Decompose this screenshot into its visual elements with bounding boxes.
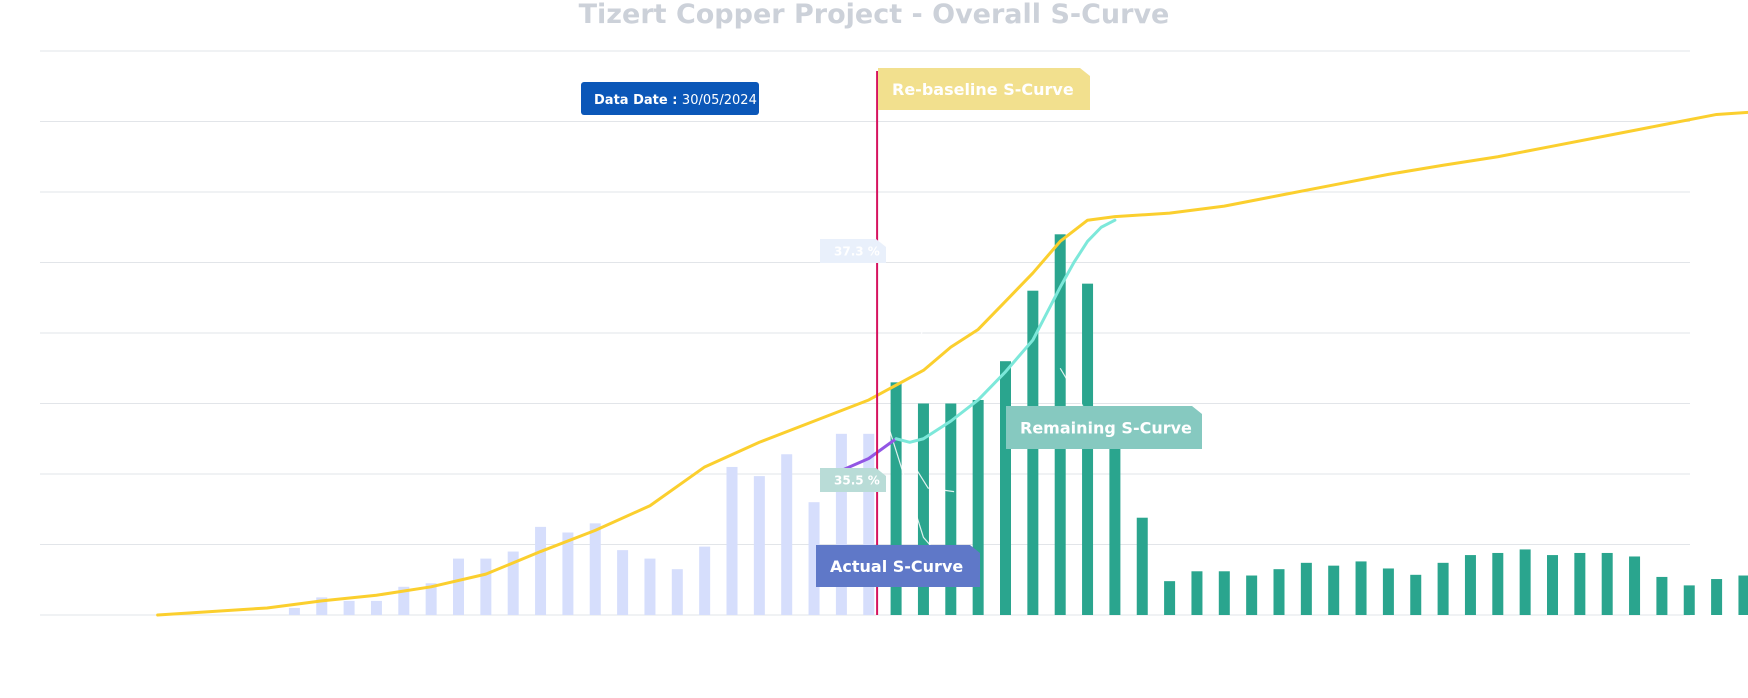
remaining-bar	[1519, 549, 1531, 615]
actual-bar	[781, 454, 793, 615]
actual-bar	[453, 558, 464, 615]
remaining-bar	[1382, 568, 1394, 615]
pct-top-label-box	[820, 239, 886, 263]
actual-bar	[343, 600, 355, 615]
remaining-label-text: Remaining S-Curve	[1020, 418, 1192, 437]
remaining-bar	[972, 399, 984, 615]
remaining-bar	[1629, 556, 1641, 615]
remaining-bar	[945, 403, 957, 615]
remaining-bar	[1218, 571, 1230, 615]
remaining-bar	[1683, 585, 1695, 615]
remaining-bar	[917, 403, 929, 615]
remaining-bar	[1300, 562, 1312, 615]
actual-bar	[753, 476, 765, 615]
remaining-bar	[1136, 517, 1148, 615]
remaining-bar	[1328, 565, 1340, 615]
actual-bar	[288, 607, 300, 615]
rebaseline-label-box	[878, 68, 1090, 110]
pct-bottom-label-box	[820, 468, 886, 492]
remaining-bar	[1191, 571, 1203, 615]
actual-bar	[863, 433, 875, 615]
remaining-bar	[1027, 290, 1039, 615]
remaining-bar	[1082, 283, 1094, 615]
actual-bar	[699, 546, 711, 615]
remaining-bar	[1547, 555, 1558, 615]
remaining-bar	[1711, 579, 1723, 615]
data-date-box	[581, 82, 759, 115]
callout-labels: Re-baseline S-Curve Remaining S-Curve Actu…	[816, 68, 1202, 587]
actual-bar	[370, 600, 382, 615]
remaining-bar	[1246, 575, 1258, 615]
remaining-bar	[1000, 361, 1011, 615]
remaining-bar	[1738, 575, 1748, 615]
remaining-label-box	[1006, 406, 1202, 449]
actual-bar	[835, 433, 847, 615]
rebaseline-s-curve-line	[156, 110, 1748, 617]
remaining-bar	[1273, 569, 1285, 615]
leader-line	[905, 318, 955, 383]
pct-top-label-text: 37.3 %	[834, 244, 880, 258]
remaining-bar	[1656, 576, 1668, 615]
data-date-value: 30/05/2024	[682, 93, 757, 108]
actual-label-box	[816, 545, 980, 587]
remaining-bar	[1601, 552, 1613, 615]
rebaseline-label-text: Re-baseline S-Curve	[892, 80, 1074, 99]
remaining-bar	[1164, 581, 1176, 615]
actual-bar	[480, 558, 492, 615]
s-curve-lines	[156, 110, 1748, 617]
actual-bar	[562, 532, 574, 615]
remaining-bar	[1574, 552, 1586, 615]
actual-bar	[617, 550, 629, 615]
actual-bar	[535, 526, 547, 615]
actual-bar	[589, 523, 601, 615]
actual-bar	[425, 583, 437, 615]
pct-bottom-label-text: 35.5 %	[834, 473, 880, 487]
remaining-s-curve-line	[894, 218, 1117, 444]
remaining-bar	[1464, 555, 1476, 615]
leader-line	[905, 452, 955, 493]
remaining-bar	[1109, 445, 1121, 615]
actual-label-text: Actual S-Curve	[830, 557, 963, 576]
remaining-bar	[890, 382, 902, 615]
actual-bar	[316, 597, 328, 615]
chart-title: Tizert Copper Project - Overall S-Curve	[578, 0, 1170, 30]
actual-bar	[671, 569, 683, 615]
remaining-bar	[1410, 574, 1422, 615]
actual-bar	[644, 558, 656, 615]
actual-bar	[398, 586, 410, 615]
data-date-marker: Data Date : 30/05/2024	[581, 71, 879, 615]
actual-s-curve-line	[839, 437, 898, 472]
actual-bar	[726, 466, 738, 615]
remaining-bar	[1437, 562, 1449, 615]
data-date-label: Data Date :	[594, 93, 682, 108]
data-date-text: Data Date : 30/05/2024	[594, 93, 757, 108]
actual-bars	[288, 433, 875, 615]
remaining-bar	[1492, 552, 1504, 615]
actual-bar	[808, 502, 820, 615]
actual-bar	[507, 551, 519, 615]
remaining-bar	[1355, 561, 1367, 615]
